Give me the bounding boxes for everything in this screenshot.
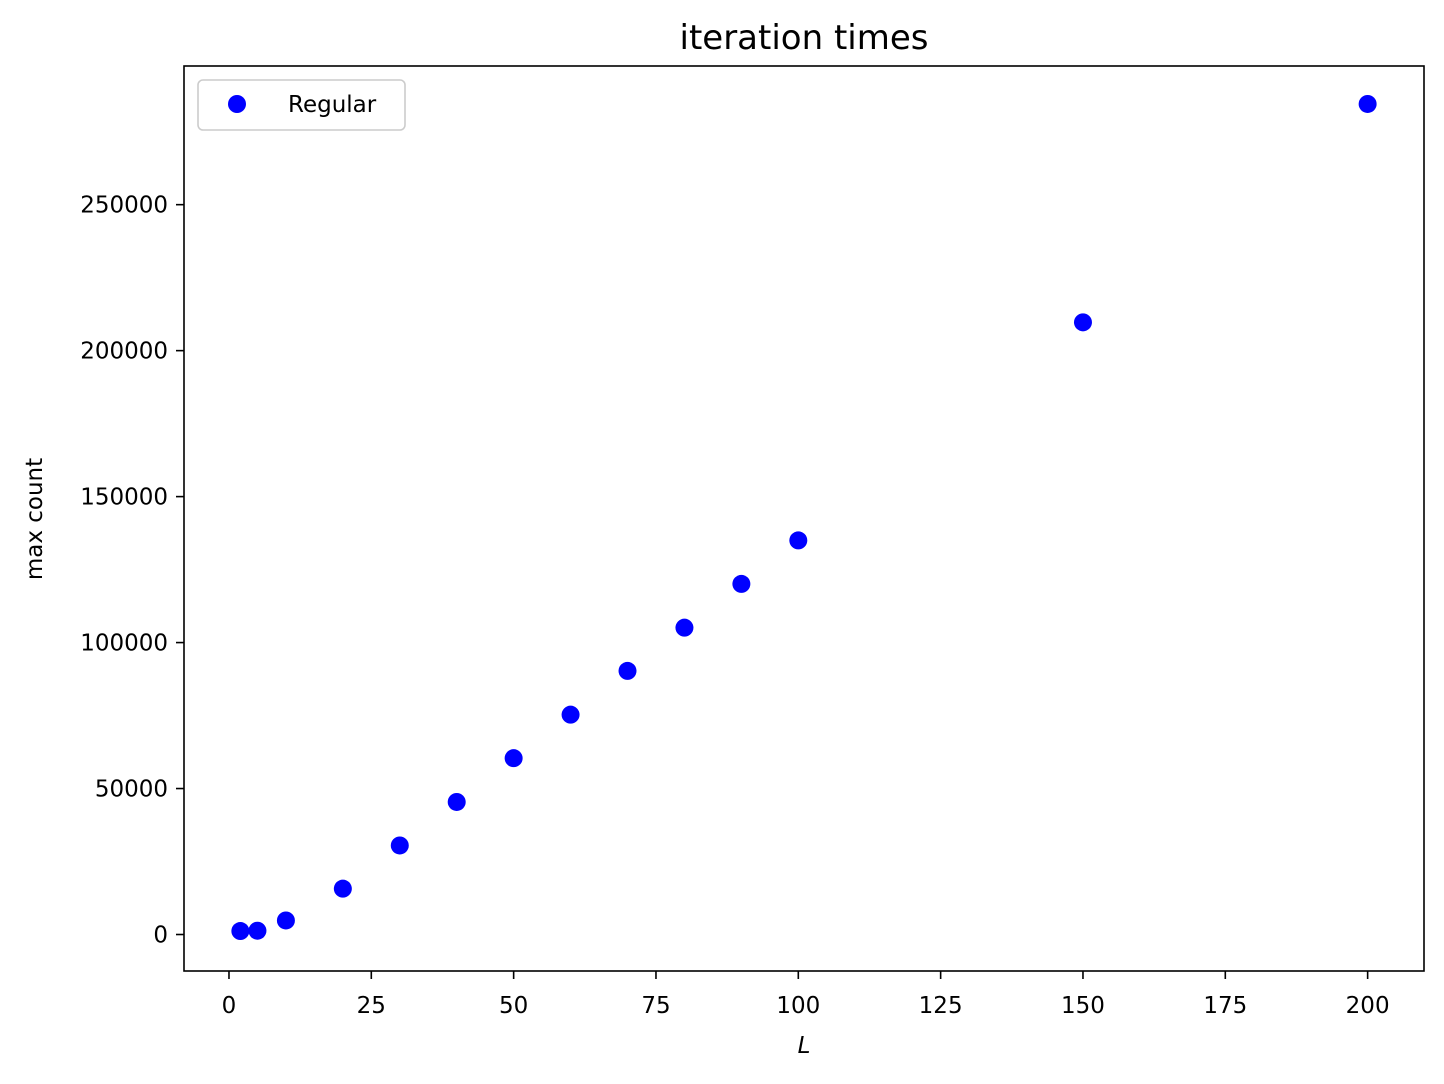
- legend: Regular: [197, 79, 406, 131]
- data-point: [561, 705, 580, 724]
- x-tick-label: 100: [776, 993, 820, 1019]
- x-tick-label: 175: [1203, 993, 1247, 1019]
- y-tick-label: 150000: [80, 485, 168, 511]
- chart-title: iteration times: [680, 18, 929, 58]
- axes-frame: [183, 65, 1425, 972]
- data-point: [231, 922, 250, 941]
- data-point: [732, 574, 751, 593]
- data-point: [618, 661, 637, 680]
- x-axis-ticks: 0 25 50 75 100 125 150 175 200: [222, 971, 1390, 1019]
- y-axis-ticks: 0 50000 100000 150000 200000 250000: [80, 193, 184, 949]
- x-tick-label: 50: [499, 993, 528, 1019]
- data-point: [504, 749, 523, 768]
- x-axis-label: L: [798, 1033, 811, 1059]
- y-tick-label: 200000: [80, 339, 168, 365]
- data-point: [248, 921, 267, 940]
- y-tick-label: 250000: [80, 193, 168, 219]
- legend-marker-regular: [228, 95, 246, 113]
- x-tick-label: 75: [641, 993, 670, 1019]
- x-tick-label: 150: [1061, 993, 1105, 1019]
- y-tick-label: 100000: [80, 631, 168, 657]
- data-point: [447, 792, 466, 811]
- x-tick-label: 25: [357, 993, 386, 1019]
- data-point: [675, 618, 694, 637]
- y-tick-label: 0: [153, 923, 168, 949]
- legend-box: [197, 79, 406, 131]
- data-point: [333, 879, 352, 898]
- x-tick-label: 200: [1346, 993, 1390, 1019]
- legend-label-regular: Regular: [288, 92, 377, 118]
- x-tick-label: 0: [222, 993, 237, 1019]
- y-tick-label: 50000: [95, 777, 168, 803]
- data-point: [276, 911, 295, 930]
- y-axis-label: max count: [22, 458, 48, 580]
- data-point: [1358, 94, 1377, 113]
- data-point: [390, 836, 409, 855]
- data-points: [231, 94, 1377, 941]
- x-tick-label: 125: [919, 993, 963, 1019]
- data-point: [789, 531, 808, 550]
- data-point: [1073, 313, 1092, 332]
